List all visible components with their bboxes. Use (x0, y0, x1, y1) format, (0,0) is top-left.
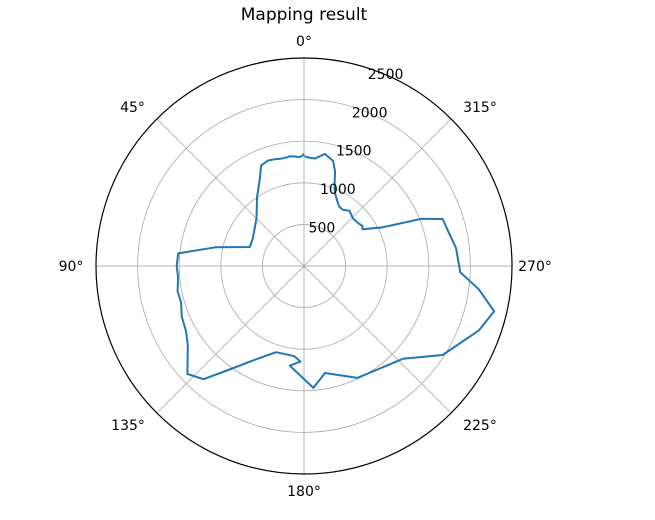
theta-gridline-225 (304, 266, 451, 413)
theta-tick-label: 315° (463, 100, 497, 116)
theta-gridline-135 (157, 266, 304, 413)
r-tick-label: 1500 (336, 144, 372, 160)
r-tick-label: 1000 (320, 182, 356, 198)
r-tick-label: 2000 (352, 105, 388, 121)
chart-title: Mapping result (241, 5, 368, 25)
r-tick-label: 500 (309, 221, 336, 237)
theta-tick-label: 45° (120, 100, 145, 116)
theta-tick-label: 270° (518, 259, 552, 275)
theta-tick-label: 135° (111, 418, 145, 434)
polar-grid (96, 58, 512, 474)
theta-tick-label: 90° (59, 259, 84, 275)
theta-gridline-45 (157, 119, 304, 266)
theta-tick-label: 180° (287, 484, 321, 500)
theta-tick-label: 0° (296, 34, 312, 50)
theta-tick-label: 225° (463, 418, 497, 434)
r-tick-label: 2500 (368, 67, 404, 83)
